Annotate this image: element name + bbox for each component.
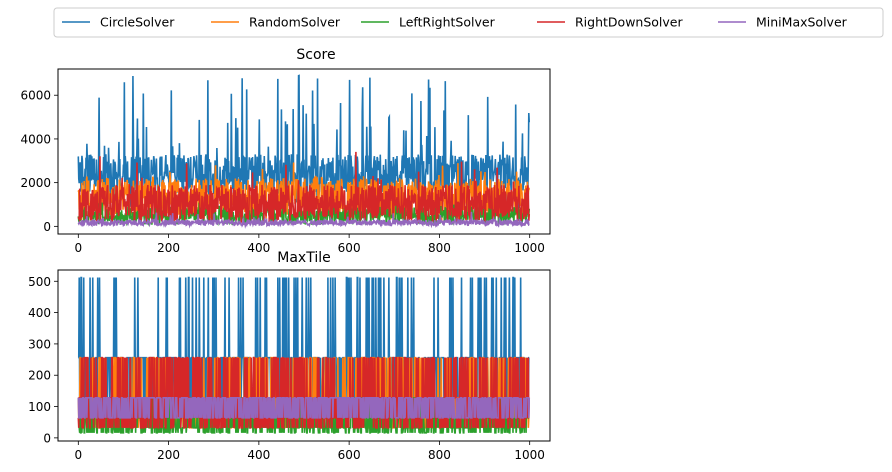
maxtile-xtick-label: 600 xyxy=(338,448,361,462)
score-xtick-label: 200 xyxy=(157,241,180,255)
maxtile-xtick-label: 0 xyxy=(74,448,82,462)
maxtile-title: MaxTile xyxy=(277,250,330,266)
maxtile-ytick-label: 100 xyxy=(28,400,51,414)
maxtile-series-lines xyxy=(77,276,531,434)
maxtile-ytick-label: 0 xyxy=(43,431,51,445)
score-xtick-label: 800 xyxy=(428,241,451,255)
score-line-rightdownsolver xyxy=(77,151,531,224)
score-ytick-label: 2000 xyxy=(20,176,51,190)
score-ytick-label: 4000 xyxy=(20,132,51,146)
maxtile-line-minimaxsolver xyxy=(77,396,531,419)
legend-item-leftrightsolver: LeftRightSolver xyxy=(361,15,496,30)
score-plot: Score 0 200 400 600 800 1000 0 2000 4000 6000 xyxy=(20,47,551,255)
score-xtick-label: 400 xyxy=(247,241,270,255)
score-line-minimaxsolver xyxy=(77,211,530,229)
legend-frame xyxy=(53,7,884,38)
legend-item-circlesolver: CircleSolver xyxy=(62,15,175,30)
maxtile-line-rightdownsolver xyxy=(77,356,531,429)
maxtile-xtick-label: 400 xyxy=(247,448,270,462)
score-ytick-label: 6000 xyxy=(20,89,51,103)
maxtile-ytick-label: 300 xyxy=(28,337,51,351)
maxtile-axis-ticks: 0 200 400 600 800 1000 0 100 200 300 400 500 xyxy=(28,275,545,462)
maxtile-axes-frame xyxy=(57,269,551,442)
score-xtick-label: 600 xyxy=(338,241,361,255)
legend-item-randomsolver: RandomSolver xyxy=(211,15,341,30)
legend-item-rightdownsolver: RightDownSolver xyxy=(537,15,683,30)
maxtile-ytick-label: 500 xyxy=(28,275,51,289)
maxtile-plot: 0 200 400 600 800 1000 0 100 200 300 400 500 MaxTil… xyxy=(28,250,551,462)
score-xtick-label: 1000 xyxy=(514,241,545,255)
legend-label: RightDownSolver xyxy=(575,15,683,30)
score-series-lines xyxy=(77,74,531,229)
maxtile-xtick-label: 1000 xyxy=(514,448,545,462)
legend: CircleSolver RandomSolver LeftRightSolver R… xyxy=(53,7,884,38)
score-line-circlesolver xyxy=(77,74,531,210)
legend-item-minimaxsolver: MiniMaxSolver xyxy=(718,15,848,30)
score-axis-ticks: 0 200 400 600 800 1000 0 2000 4000 6000 xyxy=(20,89,545,255)
score-xtick-label: 0 xyxy=(74,241,82,255)
maxtile-ytick-label: 400 xyxy=(28,306,51,320)
maxtile-xtick-label: 800 xyxy=(428,448,451,462)
maxtile-ytick-label: 200 xyxy=(28,369,51,383)
maxtile-xtick-label: 200 xyxy=(157,448,180,462)
legend-label: RandomSolver xyxy=(249,15,341,30)
score-axes-frame xyxy=(57,68,551,235)
score-ytick-label: 0 xyxy=(43,220,51,234)
legend-label: MiniMaxSolver xyxy=(756,15,848,30)
score-title: Score xyxy=(296,47,335,63)
legend-label: CircleSolver xyxy=(100,15,175,30)
legend-label: LeftRightSolver xyxy=(399,15,496,30)
